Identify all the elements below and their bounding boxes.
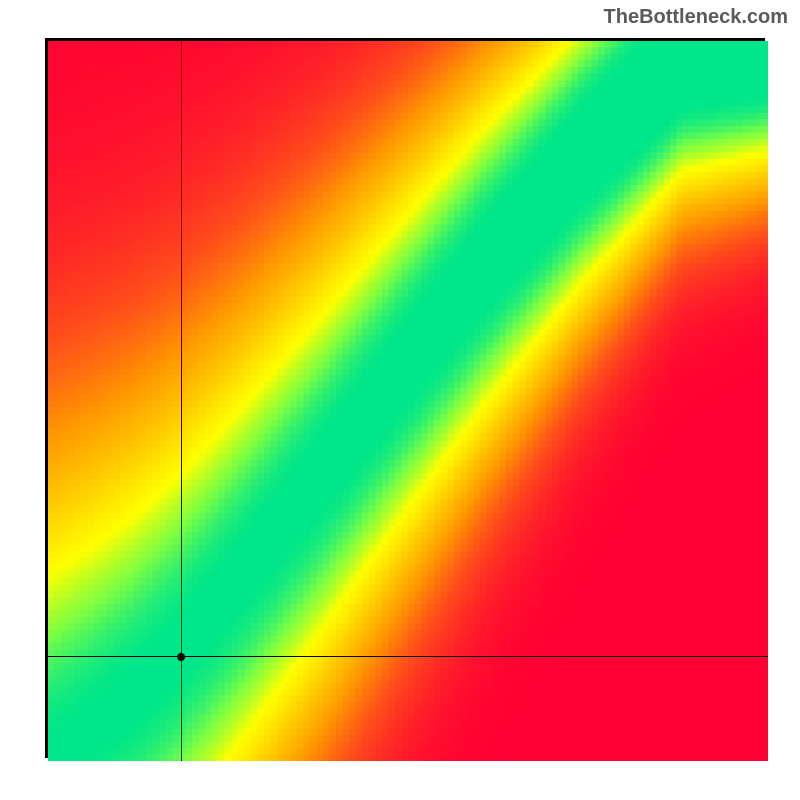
watermark-text: TheBottleneck.com xyxy=(604,6,788,29)
chart-container: TheBottleneck.com xyxy=(0,0,800,800)
crosshair-horizontal xyxy=(48,656,768,657)
marker-point xyxy=(177,653,185,661)
plot-frame xyxy=(45,38,765,758)
heatmap-canvas xyxy=(48,41,768,761)
